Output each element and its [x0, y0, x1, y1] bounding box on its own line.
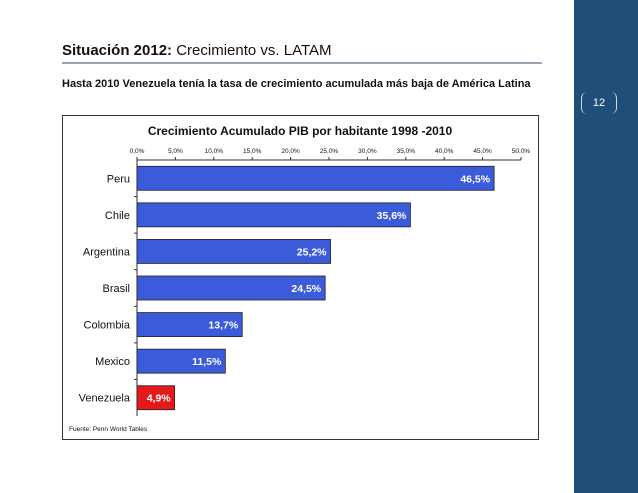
- value-label: 35,6%: [377, 210, 407, 222]
- value-label: 4,9%: [147, 393, 172, 405]
- title-divider: [62, 62, 542, 64]
- value-label: 24,5%: [291, 283, 321, 295]
- x-tick-label: 0,0%: [130, 148, 145, 155]
- bar-chile: [136, 202, 411, 228]
- chart-title: Crecimiento Acumulado PIB por habitante …: [148, 124, 453, 138]
- x-tick-label: 40,0%: [435, 148, 454, 155]
- x-tick-label: 50,0%: [512, 148, 531, 155]
- slide-title-rest: Crecimiento vs. LATAM: [176, 42, 332, 59]
- value-label: 25,2%: [297, 246, 327, 258]
- bar-brasil: [136, 275, 326, 301]
- category-label: Chile: [105, 210, 130, 222]
- x-tick-label: 5,0%: [168, 148, 183, 155]
- x-tick-label: 10,0%: [205, 148, 224, 155]
- category-label: Argentina: [83, 246, 131, 258]
- bar-mexico: [136, 348, 226, 374]
- value-label: 11,5%: [192, 356, 222, 368]
- category-label: Peru: [107, 173, 130, 185]
- bar-colombia: [136, 312, 243, 337]
- x-tick-label: 30,0%: [358, 148, 377, 155]
- value-label: 13,7%: [208, 320, 238, 332]
- chart-container: Crecimiento Acumulado PIB por habitante …: [62, 115, 539, 440]
- x-tick-label: 25,0%: [320, 148, 339, 155]
- category-label: Mexico: [95, 356, 130, 368]
- bar-argentina: [136, 239, 331, 264]
- category-label: Colombia: [84, 320, 131, 332]
- x-tick-label: 20,0%: [281, 148, 300, 155]
- bar-venezuela: [136, 385, 176, 411]
- category-label: Brasil: [102, 283, 130, 295]
- x-tick-label: 15,0%: [243, 148, 262, 155]
- slide-sidebar: [574, 0, 638, 493]
- bar-peru: [136, 165, 495, 191]
- value-label: 46,5%: [460, 173, 490, 185]
- bar-chart: Crecimiento Acumulado PIB por habitante …: [69, 124, 531, 433]
- page-number: 12: [581, 92, 617, 114]
- x-tick-label: 45,0%: [473, 148, 492, 155]
- category-label: Venezuela: [79, 393, 131, 405]
- slide-title: Situación 2012: Crecimiento vs. LATAM: [62, 42, 332, 59]
- slide-title-bold: Situación 2012:: [62, 42, 173, 59]
- chart-source: Fuente: Penn World Tables: [69, 426, 148, 433]
- x-tick-label: 35,0%: [397, 148, 416, 155]
- bar-series: Peru 46,5% Chile 35,6% Argentina 25,2% Brasil 2…: [79, 165, 495, 411]
- slide-subtitle: Hasta 2010 Venezuela tenía la tasa de cr…: [62, 78, 531, 90]
